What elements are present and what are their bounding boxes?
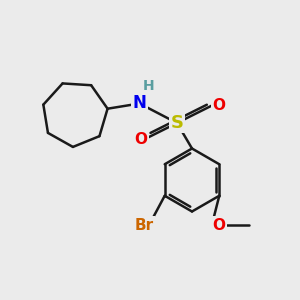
Text: N: N: [133, 94, 146, 112]
Text: O: O: [212, 218, 226, 232]
Text: O: O: [134, 132, 148, 147]
Text: H: H: [143, 79, 154, 92]
Text: O: O: [212, 98, 225, 112]
Text: S: S: [170, 114, 184, 132]
Text: Br: Br: [134, 218, 154, 232]
